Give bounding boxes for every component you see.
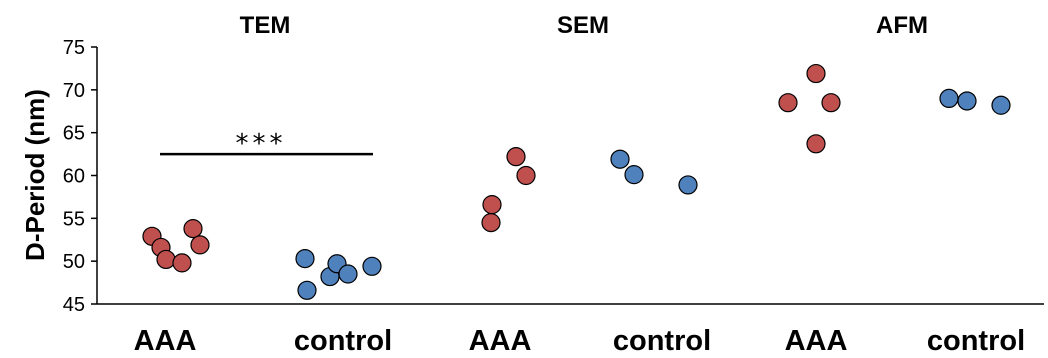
- data-point-tem-aaa: [183, 219, 203, 239]
- data-point-afm-aaa: [806, 63, 826, 84]
- data-point-afm-aaa: [778, 93, 798, 113]
- category-label-control: control: [294, 325, 392, 357]
- significance-stars: ***: [236, 129, 287, 159]
- data-point-afm-control: [957, 91, 977, 111]
- data-point-sem-aaa: [482, 195, 502, 215]
- group-title-sem: SEM: [557, 12, 609, 39]
- category-label-aaa: AAA: [785, 325, 848, 357]
- y-axis-label: D-Period (nm): [20, 89, 50, 261]
- category-label-aaa: AAA: [469, 325, 532, 357]
- data-point-sem-control: [610, 149, 630, 169]
- data-point-tem-aaa: [156, 249, 176, 270]
- data-point-tem-control: [297, 280, 317, 300]
- data-point-sem-aaa: [506, 147, 526, 167]
- y-tick-label: 65: [63, 123, 85, 145]
- y-tick-label: 60: [63, 166, 85, 188]
- data-point-sem-aaa: [481, 213, 501, 233]
- data-point-tem-control: [295, 248, 315, 269]
- group-title-tem: TEM: [240, 12, 291, 39]
- group-title-afm: AFM: [876, 12, 928, 39]
- category-label-control: control: [927, 325, 1025, 357]
- data-point-sem-control: [624, 165, 644, 185]
- category-label-aaa: AAA: [134, 325, 197, 357]
- data-point-afm-aaa: [806, 134, 826, 154]
- axes: [96, 47, 1044, 305]
- data-point-afm-aaa: [821, 93, 841, 113]
- data-points: [142, 63, 1011, 300]
- y-tick-label: 75: [63, 37, 85, 59]
- category-label-control: control: [613, 325, 711, 357]
- data-point-afm-control: [939, 88, 959, 109]
- data-point-sem-aaa: [516, 165, 536, 186]
- y-tick-label: 70: [63, 80, 85, 102]
- data-point-tem-aaa: [190, 235, 210, 255]
- category-labels: AAA control AAA control AAA control: [134, 325, 1026, 357]
- group-titles: TEM SEM AFM: [240, 12, 928, 39]
- y-tick-label: 50: [63, 251, 85, 273]
- y-ticks: 45 50 55 60 65 70 75: [63, 37, 97, 316]
- data-point-afm-control: [991, 95, 1011, 115]
- y-tick-label: 55: [63, 208, 85, 230]
- annotations: ***: [160, 129, 373, 159]
- data-point-sem-control: [678, 175, 698, 195]
- data-point-tem-control: [338, 264, 358, 284]
- data-point-tem-control: [362, 256, 382, 276]
- data-point-tem-aaa: [172, 253, 192, 273]
- y-tick-label: 45: [63, 294, 85, 316]
